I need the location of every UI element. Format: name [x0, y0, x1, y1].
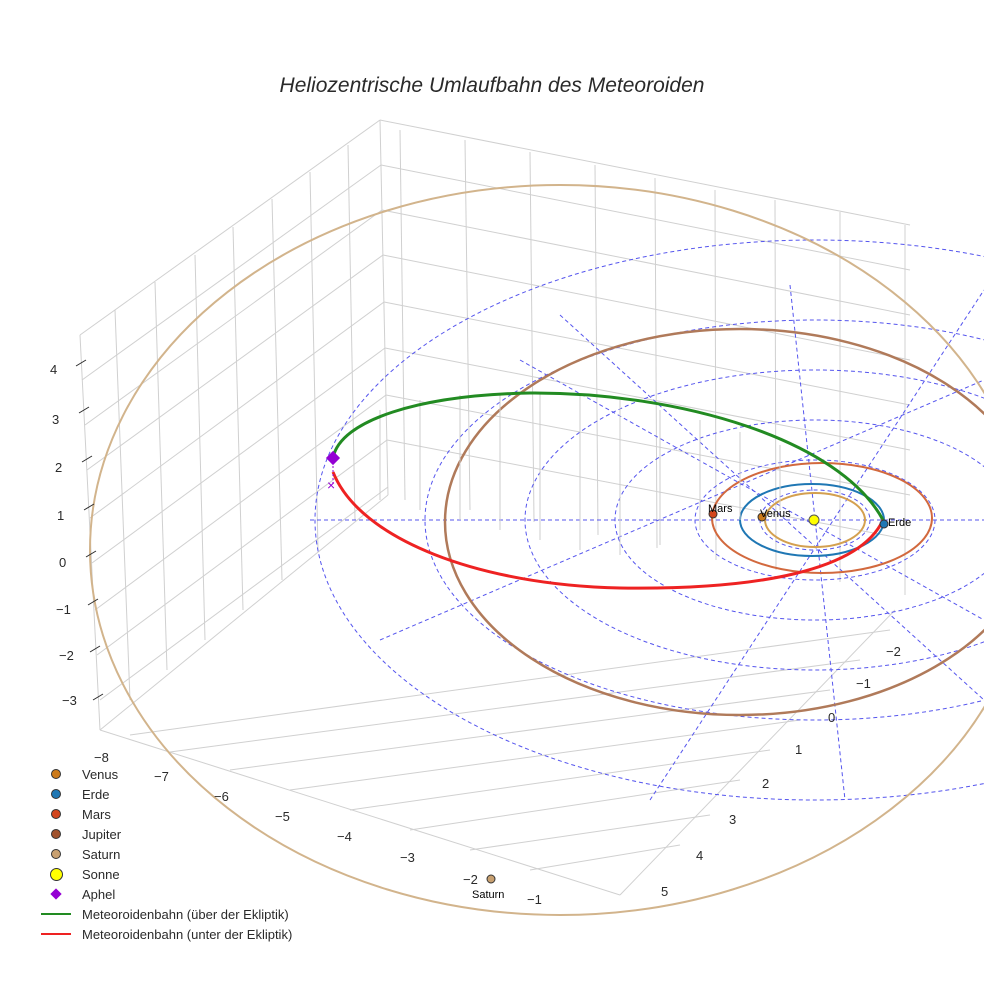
z-tick-7: −3	[62, 693, 77, 708]
saturn-label: Saturn	[472, 889, 504, 901]
aphel-legend-icon	[50, 888, 62, 900]
z-tick-4: 0	[59, 555, 66, 570]
saturn-marker[interactable]	[486, 874, 496, 884]
x-tick-2: −6	[214, 789, 229, 804]
z-axis-ticks	[75, 359, 104, 701]
aphel-projection-icon: ×	[327, 477, 335, 493]
erde-legend-icon	[51, 789, 61, 799]
x-tick-0: −8	[94, 750, 109, 765]
z-tick-6: −2	[59, 648, 74, 663]
venus-marker[interactable]	[757, 512, 767, 522]
y-tick-6: 4	[696, 848, 703, 863]
erde-label: Erde	[888, 517, 911, 529]
venus-legend-icon	[51, 769, 61, 779]
y-tick-3: 1	[795, 742, 802, 757]
y-tick-1: −1	[856, 676, 871, 691]
x-tick-1: −7	[154, 769, 169, 784]
sonne-legend-icon	[49, 867, 63, 881]
x-tick-7: −1	[527, 892, 542, 907]
jupiter-legend-icon	[51, 829, 61, 839]
y-tick-0: −2	[886, 644, 901, 659]
mars-marker[interactable]	[708, 509, 718, 519]
legend-item-mars[interactable]: Mars	[38, 804, 292, 824]
saturn-orbit	[89, 184, 984, 916]
ecliptic-polar-grid	[310, 239, 984, 801]
y-tick-7: 5	[661, 884, 668, 899]
z-tick-5: −1	[56, 602, 71, 617]
legend: Venus Erde Mars Jupiter Saturn Sonne Aph…	[38, 764, 292, 944]
grid-walls	[79, 119, 911, 896]
z-tick-1: 3	[52, 412, 59, 427]
red-line-icon	[41, 933, 71, 935]
x-tick-3: −5	[275, 809, 290, 824]
jupiter-orbit	[443, 327, 984, 717]
z-tick-3: 1	[57, 508, 64, 523]
legend-item-sonne[interactable]: Sonne	[38, 864, 292, 884]
legend-item-saturn[interactable]: Saturn	[38, 844, 292, 864]
venus-label: Venus	[760, 508, 791, 520]
legend-item-venus[interactable]: Venus	[38, 764, 292, 784]
x-tick-6: −2	[463, 872, 478, 887]
x-tick-5: −3	[400, 850, 415, 865]
legend-item-jupiter[interactable]: Jupiter	[38, 824, 292, 844]
chart-title: Heliozentrische Umlaufbahn des Meteoroid…	[279, 74, 705, 97]
meteoroid-path-below	[331, 471, 885, 590]
z-tick-0: 4	[50, 362, 57, 377]
green-line-icon	[41, 913, 71, 915]
legend-item-erde[interactable]: Erde	[38, 784, 292, 804]
y-tick-4: 2	[762, 776, 769, 791]
meteoroid-path-above	[331, 391, 885, 521]
sonne-marker[interactable]	[808, 514, 820, 526]
aphel-marker[interactable]	[325, 450, 341, 466]
y-tick-5: 3	[729, 812, 736, 827]
mars-legend-icon	[51, 809, 61, 819]
legend-item-aphel[interactable]: Aphel	[38, 884, 292, 904]
legend-item-path-above[interactable]: Meteoroidenbahn (über der Ekliptik)	[38, 904, 292, 924]
x-tick-4: −4	[337, 829, 352, 844]
z-tick-2: 2	[55, 460, 62, 475]
erde-marker[interactable]	[879, 519, 889, 529]
mars-label: Mars	[708, 503, 733, 515]
droplines	[379, 393, 781, 555]
saturn-legend-icon	[51, 849, 61, 859]
y-tick-2: 0	[828, 710, 835, 725]
legend-item-path-below[interactable]: Meteoroidenbahn (unter der Ekliptik)	[38, 924, 292, 944]
